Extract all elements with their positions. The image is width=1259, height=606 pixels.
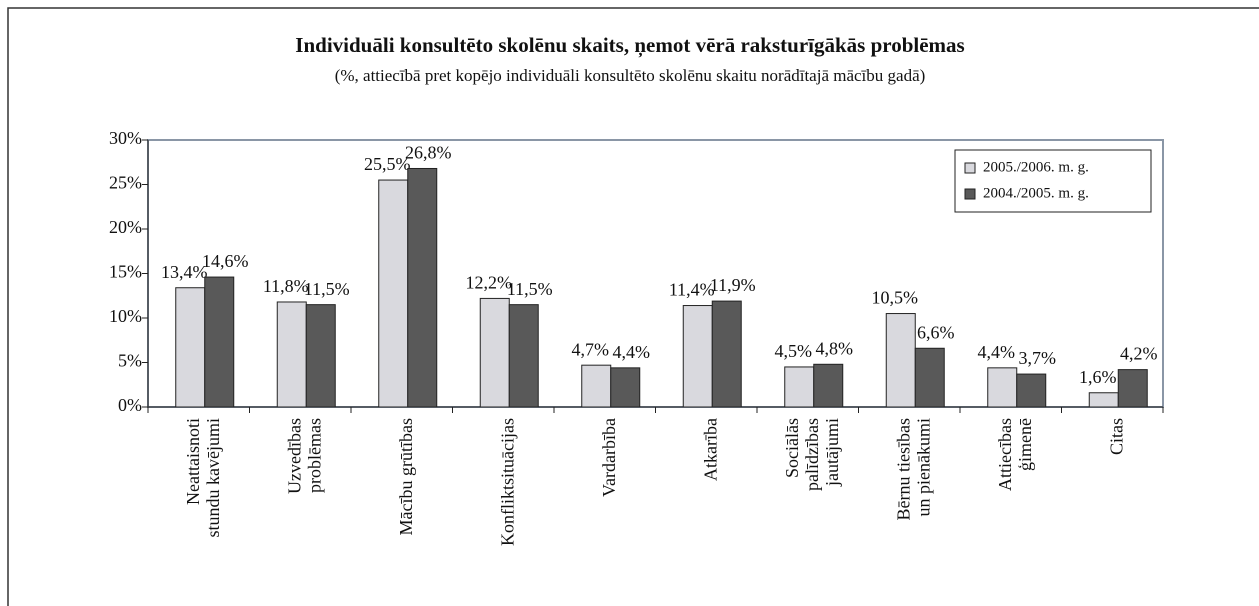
x-tick-label: Mācību grūtības	[396, 418, 416, 535]
data-label: 4,7%	[572, 339, 610, 359]
data-label: 4,4%	[978, 342, 1016, 362]
y-tick-label: 10%	[109, 306, 142, 326]
data-label: 25,5%	[364, 154, 411, 174]
frame	[7, 7, 1259, 606]
data-label: 10,5%	[872, 288, 919, 308]
data-label: 4,5%	[775, 341, 813, 361]
x-tick-label: Sociālāspalīdzībasjautājumi	[782, 418, 842, 491]
x-tick-label: Attiecībasģimenē	[995, 418, 1035, 491]
data-label: 26,8%	[405, 143, 452, 163]
y-tick-label: 30%	[109, 128, 142, 148]
y-tick-label: 0%	[118, 395, 142, 415]
legend-label: 2005./2006. m. g.	[983, 159, 1089, 175]
bar	[1016, 373, 1047, 408]
bar	[1117, 369, 1148, 408]
bar	[784, 366, 815, 408]
y-tick-label: 5%	[118, 351, 142, 371]
bar	[407, 167, 438, 408]
bar	[610, 367, 641, 408]
data-label: 11,9%	[710, 275, 756, 295]
data-label: 11,5%	[507, 279, 553, 299]
bar	[711, 300, 742, 408]
data-label: 12,2%	[466, 273, 513, 293]
legend-box	[954, 149, 1152, 213]
x-tick-label: Atkarība	[700, 418, 720, 481]
x-tick-label: Neattaisnotistundu kavējumi	[183, 418, 223, 538]
bar	[378, 179, 409, 408]
data-label: 11,4%	[669, 280, 715, 300]
bar	[813, 363, 844, 408]
bar	[682, 305, 713, 408]
data-label: 4,8%	[816, 338, 854, 358]
chart-title: Individuāli konsultēto skolēnu skaits, ņ…	[295, 33, 964, 58]
data-label: 6,6%	[917, 322, 955, 342]
y-tick-label: 25%	[109, 173, 142, 193]
bar	[479, 297, 510, 408]
data-label: 4,2%	[1120, 344, 1158, 364]
data-label: 14,6%	[202, 251, 249, 271]
y-tick-label: 15%	[109, 262, 142, 282]
x-tick-label: Bērnu tiesībasun pienākumi	[893, 418, 933, 520]
data-label: 11,5%	[304, 279, 350, 299]
bar	[885, 313, 916, 408]
bar	[305, 304, 336, 408]
data-label: 13,4%	[161, 262, 208, 282]
legend-swatch	[964, 162, 976, 174]
bar	[175, 287, 206, 408]
data-label: 1,6%	[1079, 367, 1117, 387]
x-tick-label: Konfliktsituācijas	[497, 418, 517, 546]
legend-label: 2004./2005. m. g.	[983, 185, 1089, 201]
legend-swatch	[964, 188, 976, 200]
data-label: 3,7%	[1019, 348, 1057, 368]
x-tick-label: Uzvedībasproblēmas	[284, 418, 324, 494]
bar	[987, 367, 1018, 408]
data-label: 4,4%	[613, 342, 651, 362]
bar	[276, 301, 307, 408]
y-tick-label: 20%	[109, 217, 142, 237]
bar	[581, 364, 612, 408]
data-label: 11,8%	[263, 276, 309, 296]
bar	[204, 276, 235, 408]
x-tick-label: Citas	[1106, 418, 1126, 455]
chart-subtitle: (%, attiecībā pret kopējo individuāli ko…	[335, 66, 926, 85]
bar	[914, 347, 945, 408]
bar	[508, 304, 539, 408]
bar	[1088, 392, 1119, 408]
x-tick-label: Vardarbība	[599, 418, 619, 497]
